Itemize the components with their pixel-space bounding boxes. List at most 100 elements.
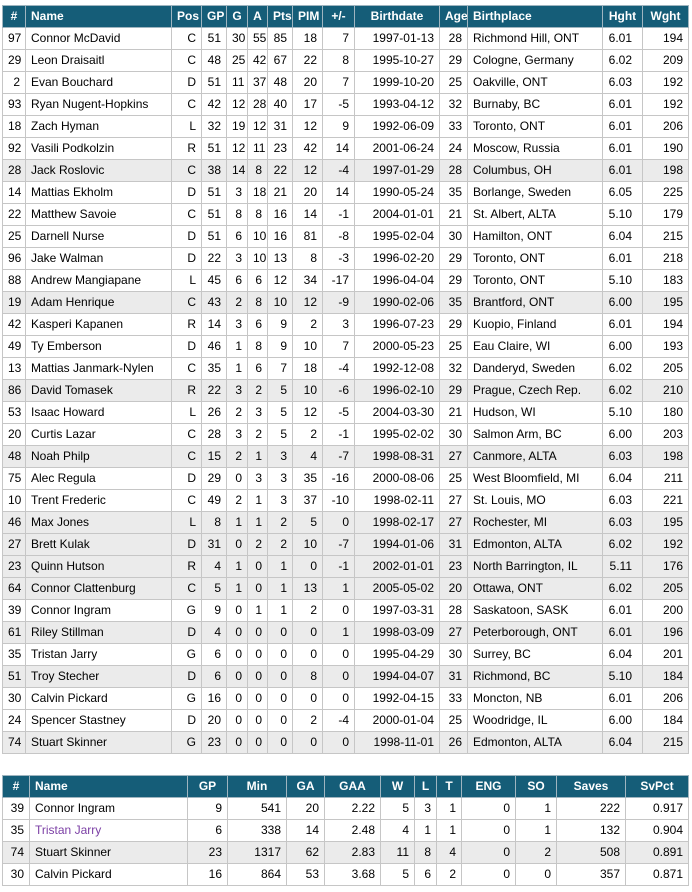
skater-cell-pim: 0 xyxy=(292,621,323,644)
skater-cell-age: 32 xyxy=(439,93,468,116)
skater-cell-wght: 218 xyxy=(642,247,689,270)
skater-cell-g: 2 xyxy=(226,291,248,314)
goalie-cell-saves: 508 xyxy=(556,841,626,864)
skater-cell-pm: -16 xyxy=(322,467,355,490)
skater-cell-g: 25 xyxy=(226,49,248,72)
player-name-link[interactable]: Tristan Jarry xyxy=(29,819,188,842)
skater-cell-hght: 5.10 xyxy=(602,203,643,226)
player-name-link[interactable]: Connor Ingram xyxy=(29,797,188,820)
player-name-link[interactable]: Ty Emberson xyxy=(25,335,172,358)
player-name-link[interactable]: Darnell Nurse xyxy=(25,225,172,248)
skater-cell-num: 93 xyxy=(2,93,26,116)
skater-cell-birthdate: 1990-05-24 xyxy=(354,181,440,204)
player-name-link[interactable]: Zach Hyman xyxy=(25,115,172,138)
goalie-cell-min: 864 xyxy=(227,863,287,886)
skater-cell-pm: -17 xyxy=(322,269,355,292)
skater-row: 64 Connor Clattenburg C 5 1 0 1 13 1 2005-05-02 20… xyxy=(2,577,689,600)
player-name-link[interactable]: Quinn Hutson xyxy=(25,555,172,578)
goalie-cell-gaa: 2.22 xyxy=(324,797,381,820)
skater-cell-hght: 6.02 xyxy=(602,533,643,556)
skater-cell-g: 6 xyxy=(226,269,248,292)
goalie-cell-eng: 0 xyxy=(461,797,516,820)
skater-cell-g: 0 xyxy=(226,533,248,556)
player-name-link[interactable]: Evan Bouchard xyxy=(25,71,172,94)
skater-cell-wght: 205 xyxy=(642,357,689,380)
player-name-link[interactable]: Leon Draisaitl xyxy=(25,49,172,72)
skater-cell-pm: -7 xyxy=(322,533,355,556)
player-name-link[interactable]: Stuart Skinner xyxy=(29,841,188,864)
skater-cell-hght: 6.01 xyxy=(602,93,643,116)
player-name-link[interactable]: Andrew Mangiapane xyxy=(25,269,172,292)
skater-cell-birthplace: Rochester, MI xyxy=(467,511,603,534)
player-name-link[interactable]: Jack Roslovic xyxy=(25,159,172,182)
goalie-cell-w: 4 xyxy=(380,819,415,842)
player-name-link[interactable]: Connor Clattenburg xyxy=(25,577,172,600)
skater-cell-birthplace: Brantford, ONT xyxy=(467,291,603,314)
skater-cell-gp: 6 xyxy=(201,665,227,688)
skater-cell-wght: 179 xyxy=(642,203,689,226)
goalie-cell-gaa: 2.83 xyxy=(324,841,381,864)
player-name-link[interactable]: Mattias Ekholm xyxy=(25,181,172,204)
skater-cell-age: 25 xyxy=(439,335,468,358)
player-name-link[interactable]: Tristan Jarry xyxy=(25,643,172,666)
skater-cell-hght: 6.04 xyxy=(602,643,643,666)
player-name-link[interactable]: Vasili Podkolzin xyxy=(25,137,172,160)
skater-cell-gp: 51 xyxy=(201,203,227,226)
player-name-link[interactable]: Calvin Pickard xyxy=(25,687,172,710)
skater-cell-pos: R xyxy=(171,555,202,578)
player-name-link[interactable]: Connor Ingram xyxy=(25,599,172,622)
skater-cell-pim: 20 xyxy=(292,71,323,94)
skater-cell-g: 0 xyxy=(226,599,248,622)
skater-cell-g: 0 xyxy=(226,665,248,688)
player-name-link[interactable]: Connor McDavid xyxy=(25,27,172,50)
player-name-link[interactable]: Ryan Nugent-Hopkins xyxy=(25,93,172,116)
skater-cell-pts: 67 xyxy=(267,49,293,72)
player-name-link[interactable]: David Tomasek xyxy=(25,379,172,402)
skater-cell-age: 27 xyxy=(439,445,468,468)
skater-cell-pm: -4 xyxy=(322,159,355,182)
skater-cell-age: 29 xyxy=(439,247,468,270)
player-name-link[interactable]: Stuart Skinner xyxy=(25,731,172,754)
skater-cell-pts: 12 xyxy=(267,269,293,292)
player-name-link[interactable]: Troy Stecher xyxy=(25,665,172,688)
skater-cell-gp: 51 xyxy=(201,181,227,204)
skater-header-pm: +/- xyxy=(322,5,355,28)
player-name-link[interactable]: Calvin Pickard xyxy=(29,863,188,886)
skater-cell-a: 37 xyxy=(247,71,268,94)
skater-cell-pts: 0 xyxy=(267,621,293,644)
skater-cell-num: 27 xyxy=(2,533,26,556)
player-name-link[interactable]: Adam Henrique xyxy=(25,291,172,314)
player-name-link[interactable]: Max Jones xyxy=(25,511,172,534)
player-name-link[interactable]: Curtis Lazar xyxy=(25,423,172,446)
player-name-link[interactable]: Noah Philp xyxy=(25,445,172,468)
player-name-link[interactable]: Jake Walman xyxy=(25,247,172,270)
player-name-link[interactable]: Riley Stillman xyxy=(25,621,172,644)
skater-cell-birthplace: St. Louis, MO xyxy=(467,489,603,512)
skater-cell-a: 0 xyxy=(247,577,268,600)
goalie-cell-l: 6 xyxy=(414,863,437,886)
skater-cell-pos: L xyxy=(171,401,202,424)
skater-header-age: Age xyxy=(439,5,468,28)
player-name-link[interactable]: Alec Regula xyxy=(25,467,172,490)
skater-cell-age: 25 xyxy=(439,467,468,490)
skater-cell-g: 12 xyxy=(226,93,248,116)
player-name-link[interactable]: Mattias Janmark-Nylen xyxy=(25,357,172,380)
player-name-link[interactable]: Matthew Savoie xyxy=(25,203,172,226)
skater-cell-pim: 10 xyxy=(292,335,323,358)
skater-cell-num: 97 xyxy=(2,27,26,50)
skater-cell-hght: 5.10 xyxy=(602,401,643,424)
skater-cell-pim: 2 xyxy=(292,599,323,622)
goalie-cell-so: 1 xyxy=(515,797,557,820)
skater-cell-wght: 215 xyxy=(642,731,689,754)
player-name-link[interactable]: Trent Frederic xyxy=(25,489,172,512)
skater-cell-hght: 6.01 xyxy=(602,159,643,182)
player-name-link[interactable]: Brett Kulak xyxy=(25,533,172,556)
skater-header-pim: PIM xyxy=(292,5,323,28)
player-name-link[interactable]: Spencer Stastney xyxy=(25,709,172,732)
skater-cell-pim: 10 xyxy=(292,379,323,402)
goalie-row: 30 Calvin Pickard 16 864 53 3.68 5 6 2 0 0 357 0.871 xyxy=(2,863,689,886)
goalie-header-ga: GA xyxy=(286,775,325,798)
player-name-link[interactable]: Kasperi Kapanen xyxy=(25,313,172,336)
skater-cell-hght: 6.02 xyxy=(602,577,643,600)
player-name-link[interactable]: Isaac Howard xyxy=(25,401,172,424)
